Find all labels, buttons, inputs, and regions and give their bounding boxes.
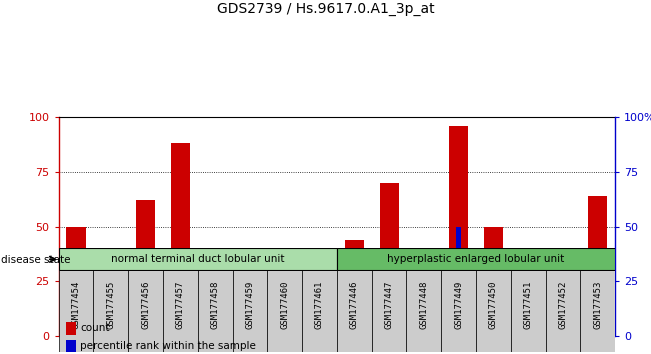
Bar <box>337 268 372 352</box>
Text: GSM177459: GSM177459 <box>245 281 255 329</box>
Bar <box>268 268 302 352</box>
Text: GSM177453: GSM177453 <box>593 281 602 329</box>
Bar <box>406 268 441 352</box>
Text: normal terminal duct lobular unit: normal terminal duct lobular unit <box>111 254 284 264</box>
Bar <box>484 227 503 336</box>
Bar <box>491 281 496 336</box>
Bar <box>372 268 406 352</box>
Bar <box>525 292 531 336</box>
Text: GSM177450: GSM177450 <box>489 281 498 329</box>
Bar <box>282 284 287 336</box>
Text: percentile rank within the sample: percentile rank within the sample <box>80 341 256 351</box>
Text: count: count <box>80 323 109 333</box>
Bar <box>59 268 93 352</box>
Bar <box>212 281 218 336</box>
Text: GSM177456: GSM177456 <box>141 281 150 329</box>
Bar <box>93 268 128 352</box>
Bar <box>302 268 337 352</box>
Bar <box>595 268 600 336</box>
Bar <box>163 268 198 352</box>
Bar <box>178 249 183 336</box>
Text: GSM177446: GSM177446 <box>350 281 359 329</box>
Text: GDS2739 / Hs.9617.0.A1_3p_at: GDS2739 / Hs.9617.0.A1_3p_at <box>217 2 434 16</box>
Bar <box>66 322 76 335</box>
Text: GSM177452: GSM177452 <box>559 281 568 329</box>
Text: GSM177449: GSM177449 <box>454 281 463 329</box>
Bar <box>317 284 322 336</box>
Text: hyperplastic enlarged lobular unit: hyperplastic enlarged lobular unit <box>387 254 564 264</box>
Bar <box>553 310 573 336</box>
Bar <box>275 275 294 336</box>
Bar <box>561 301 566 336</box>
Bar <box>421 314 426 336</box>
Bar <box>74 281 79 336</box>
Bar <box>108 316 113 336</box>
Text: GSM177455: GSM177455 <box>106 281 115 329</box>
Bar <box>232 268 268 352</box>
Text: GSM177454: GSM177454 <box>72 281 81 329</box>
Bar <box>337 248 615 270</box>
Bar <box>387 249 392 336</box>
Bar <box>128 268 163 352</box>
Bar <box>352 281 357 336</box>
Text: GSM177457: GSM177457 <box>176 281 185 329</box>
Bar <box>380 183 398 336</box>
Bar <box>581 268 615 352</box>
Bar <box>519 292 538 336</box>
Bar <box>66 340 76 352</box>
Bar <box>143 268 148 336</box>
Text: disease state: disease state <box>1 255 70 265</box>
Bar <box>198 268 232 352</box>
Text: GSM177447: GSM177447 <box>385 281 394 329</box>
Bar <box>441 268 476 352</box>
Text: GSM177451: GSM177451 <box>523 281 533 329</box>
Text: GSM177461: GSM177461 <box>315 281 324 329</box>
Bar <box>101 319 120 336</box>
Bar <box>136 200 155 336</box>
Bar <box>345 240 364 336</box>
Bar <box>171 143 190 336</box>
Text: GSM177458: GSM177458 <box>211 281 219 329</box>
Text: GSM177460: GSM177460 <box>280 281 289 329</box>
Bar <box>310 249 329 336</box>
Bar <box>589 196 607 336</box>
Bar <box>247 284 253 336</box>
Bar <box>476 268 511 352</box>
Bar <box>546 268 581 352</box>
Text: GSM177448: GSM177448 <box>419 281 428 329</box>
Bar <box>456 227 462 336</box>
Bar <box>449 126 468 336</box>
Bar <box>59 248 337 270</box>
Bar <box>66 227 85 336</box>
Bar <box>240 270 260 336</box>
Bar <box>414 312 434 336</box>
Bar <box>206 249 225 336</box>
Bar <box>511 268 546 352</box>
